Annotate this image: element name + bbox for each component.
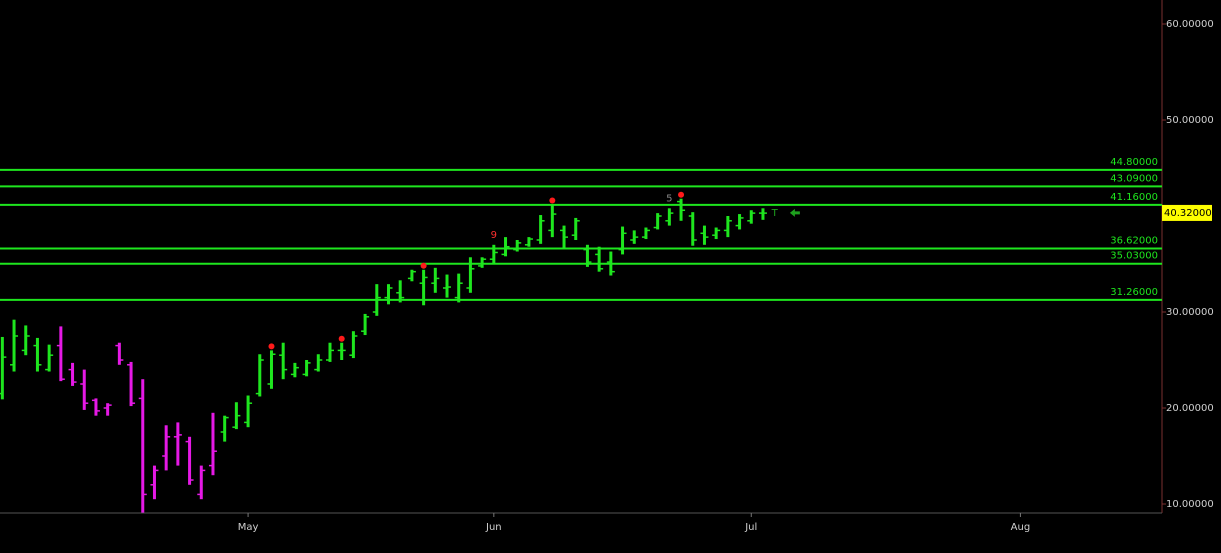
bar-range [188, 436, 192, 485]
bar-range [71, 362, 75, 386]
y-tick-label: 50.00000 [1166, 115, 1214, 126]
level-label: 41.16000 [1110, 192, 1158, 203]
bar-range [621, 226, 625, 255]
bar-range [94, 398, 98, 416]
bar-range [656, 213, 660, 230]
bar-range [176, 422, 180, 466]
bar-range [12, 319, 16, 372]
bar-range [0, 336, 4, 400]
signal-dot [338, 335, 345, 342]
bar-range [199, 465, 203, 500]
bar-range [738, 214, 742, 230]
bar-range [433, 267, 437, 293]
level-label: 35.03000 [1110, 251, 1158, 262]
bar-range [305, 360, 309, 377]
bar-range [702, 225, 706, 245]
bar-range [585, 244, 589, 267]
bar-range [515, 240, 519, 252]
bar-range [492, 244, 496, 264]
bar-range [457, 273, 461, 303]
level-label: 44.80000 [1110, 157, 1158, 168]
bar-range [410, 269, 414, 282]
bar-range [422, 269, 426, 306]
y-tick-label: 60.00000 [1166, 19, 1214, 30]
bar-range [527, 237, 531, 247]
bar-range [363, 313, 367, 336]
bar-range [398, 280, 402, 303]
bar-range [714, 227, 718, 240]
x-tick-label: Jul [744, 522, 757, 533]
x-tick-label: Jun [485, 522, 502, 533]
y-tick-label: 30.00000 [1166, 307, 1214, 318]
bar-range [152, 465, 156, 500]
x-tick-label: May [238, 522, 259, 533]
bar-range [129, 361, 133, 407]
bar-range [749, 210, 753, 224]
bar-range [445, 274, 449, 298]
bar-range [328, 342, 332, 362]
bar-range [340, 342, 344, 360]
bar-range [375, 284, 379, 316]
last-price-label: 40.32000 [1164, 208, 1212, 219]
bar-range [644, 227, 648, 240]
bar-range [141, 379, 145, 513]
annotation: 9 [491, 230, 497, 241]
bar-range [667, 208, 671, 226]
bar-range [597, 246, 601, 272]
bar-range [726, 216, 730, 238]
bar-range [691, 212, 695, 246]
level-label: 31.26000 [1110, 287, 1158, 298]
y-tick-label: 20.00000 [1166, 403, 1214, 414]
last-price-box [1162, 204, 1212, 221]
bar-range [468, 257, 472, 293]
bar-range [550, 204, 554, 238]
bar-range [59, 326, 63, 382]
bar-range [609, 251, 613, 276]
bar-range [761, 208, 765, 220]
bar-range [47, 344, 51, 372]
bar-range [35, 337, 39, 372]
bar-range [281, 342, 285, 380]
bar-range [117, 342, 121, 365]
bar-range [351, 331, 355, 359]
annotation: T [771, 208, 779, 219]
bar-range [293, 362, 297, 378]
bar-range [223, 415, 227, 442]
bar-range [574, 217, 578, 240]
annotation: 5 [666, 193, 672, 204]
signal-dot [420, 262, 427, 269]
signal-dot [549, 197, 556, 204]
bar-range [387, 284, 391, 305]
y-tick-label: 10.00000 [1166, 499, 1214, 510]
bar-range [480, 257, 484, 268]
bar-range [82, 369, 86, 410]
bar-range [24, 325, 28, 356]
bar-range [258, 354, 262, 397]
signal-dot [268, 343, 275, 350]
x-tick-label: Aug [1011, 522, 1031, 533]
bar-range [539, 215, 543, 244]
bar-range [316, 354, 320, 372]
bar-range [211, 412, 215, 476]
level-label: 36.62000 [1110, 235, 1158, 246]
bar-range [106, 403, 110, 416]
level-label: 43.09000 [1110, 173, 1158, 184]
last-price-arrow [789, 208, 800, 217]
bar-range [246, 395, 250, 428]
bar-range [164, 425, 168, 471]
signal-dot [678, 191, 685, 198]
bar-range [269, 350, 273, 389]
